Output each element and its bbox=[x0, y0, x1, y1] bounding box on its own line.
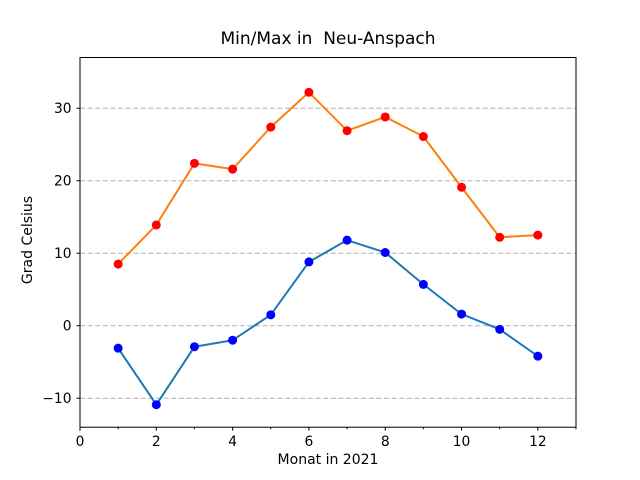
data-point-max bbox=[457, 182, 467, 192]
x-axis-label: Monat in 2021 bbox=[277, 452, 379, 468]
y-tick-label: 20 bbox=[54, 174, 72, 190]
data-point-min bbox=[342, 235, 352, 245]
x-tick-label: 4 bbox=[228, 434, 237, 450]
x-tick-label: 0 bbox=[76, 434, 85, 450]
data-point-max bbox=[113, 259, 123, 269]
data-point-min bbox=[495, 324, 505, 334]
data-point-min bbox=[304, 257, 314, 267]
data-point-max bbox=[342, 126, 352, 136]
data-point-max bbox=[495, 232, 505, 242]
data-point-max bbox=[189, 158, 199, 168]
data-point-min bbox=[228, 335, 238, 345]
y-tick-label: 30 bbox=[54, 101, 72, 117]
data-point-min bbox=[418, 279, 428, 289]
data-point-min bbox=[266, 310, 276, 320]
x-tick-label: 10 bbox=[453, 434, 471, 450]
series-line-min bbox=[117, 239, 539, 406]
data-point-max bbox=[380, 112, 390, 122]
y-tick-label: 10 bbox=[54, 246, 72, 262]
x-tick-label: 2 bbox=[152, 434, 161, 450]
x-tick-label: 6 bbox=[305, 434, 314, 450]
data-point-min bbox=[457, 309, 467, 319]
y-tick-label: −10 bbox=[42, 391, 71, 407]
data-point-min bbox=[380, 247, 390, 257]
data-point-min bbox=[189, 342, 199, 352]
x-tick-label: 12 bbox=[529, 434, 547, 450]
data-point-max bbox=[418, 132, 428, 142]
x-tick-label: 8 bbox=[381, 434, 390, 450]
y-tick-label: 0 bbox=[63, 319, 72, 335]
series-line-max bbox=[117, 91, 539, 266]
data-point-max bbox=[266, 122, 276, 132]
plot-border bbox=[79, 57, 577, 428]
data-point-max bbox=[533, 230, 543, 240]
data-point-min bbox=[113, 343, 123, 353]
data-point-min bbox=[151, 400, 161, 410]
chart-title: Min/Max in Neu-Anspach bbox=[220, 29, 436, 49]
data-point-max bbox=[151, 220, 161, 230]
data-point-max bbox=[228, 164, 238, 174]
data-point-min bbox=[533, 351, 543, 361]
data-point-max bbox=[304, 87, 314, 97]
